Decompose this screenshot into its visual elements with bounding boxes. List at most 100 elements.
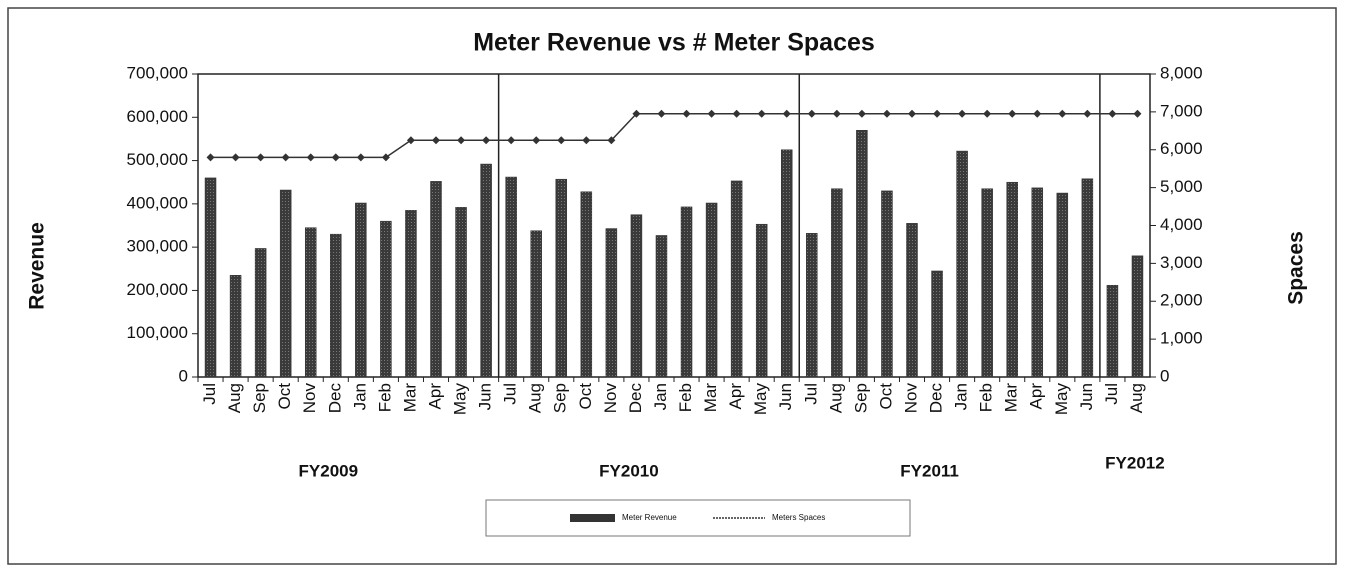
legend-label: Meter Revenue xyxy=(622,513,677,522)
bar xyxy=(304,227,317,378)
line-marker xyxy=(256,153,265,162)
y2-tick-label: 3,000 xyxy=(1160,253,1203,272)
x-tick-label: Mar xyxy=(400,383,419,413)
line-marker xyxy=(331,153,340,162)
bar xyxy=(655,235,668,378)
x-tick-label: Jan xyxy=(952,383,971,410)
bar xyxy=(380,220,392,378)
line-marker xyxy=(381,153,390,162)
bar xyxy=(630,214,643,378)
bar xyxy=(254,248,267,378)
bar xyxy=(856,130,868,378)
legend-label: Meters Spaces xyxy=(772,513,825,522)
y2-tick-label: 4,000 xyxy=(1160,215,1203,234)
y-tick-label: 600,000 xyxy=(127,107,188,126)
x-tick-label: Aug xyxy=(225,383,244,413)
x-tick-label: Aug xyxy=(826,383,845,413)
bar xyxy=(555,178,568,378)
x-tick-label: Nov xyxy=(300,383,319,414)
x-tick-label: Jul xyxy=(801,383,820,405)
group-label: FY2012 xyxy=(1105,453,1165,472)
bar xyxy=(705,202,718,378)
legend-box xyxy=(485,499,911,537)
x-tick-label: Nov xyxy=(901,383,920,414)
line-marker xyxy=(707,109,716,118)
line-marker xyxy=(432,136,440,145)
x-tick-label: May xyxy=(1052,383,1071,416)
x-tick-label: Jul xyxy=(501,383,520,405)
y-tick-label: 200,000 xyxy=(127,280,188,299)
line-marker xyxy=(882,109,891,118)
line-marker xyxy=(807,109,816,118)
line-marker xyxy=(1133,109,1142,118)
bar xyxy=(605,228,618,378)
line-marker xyxy=(782,109,791,118)
y-tick-label: 400,000 xyxy=(127,193,188,212)
x-tick-label: Dec xyxy=(325,383,344,414)
line-marker xyxy=(682,109,691,118)
bar xyxy=(1081,178,1094,378)
line-marker xyxy=(231,153,240,162)
bar xyxy=(229,275,242,378)
y2-tick-label: 7,000 xyxy=(1160,101,1203,120)
x-tick-label: Feb xyxy=(977,383,996,412)
line-marker xyxy=(1108,109,1117,118)
line-marker xyxy=(356,153,365,162)
bar xyxy=(956,150,968,378)
bar xyxy=(906,223,918,378)
x-tick-label: Mar xyxy=(701,383,720,413)
line-marker xyxy=(1058,109,1067,118)
x-tick-label: Feb xyxy=(676,383,695,412)
x-tick-label: Jan xyxy=(350,383,369,410)
line xyxy=(210,113,1138,159)
x-tick-label: Oct xyxy=(576,383,595,410)
line-marker xyxy=(557,136,566,145)
y-tick-label: 300,000 xyxy=(127,237,188,256)
bar xyxy=(405,210,417,378)
bar xyxy=(1106,284,1119,378)
bar xyxy=(1056,192,1069,378)
x-tick-label: Nov xyxy=(601,383,620,414)
x-tick-label: Apr xyxy=(425,383,444,410)
line-marker xyxy=(933,109,942,118)
y-axis-title: Revenue xyxy=(26,222,49,310)
bar xyxy=(480,163,492,378)
line-marker xyxy=(958,109,967,118)
frame xyxy=(7,7,1337,565)
x-tick-label: Jun xyxy=(1077,383,1096,410)
group-label: FY2011 xyxy=(900,461,959,480)
y2-tick-label: 1,000 xyxy=(1160,329,1203,348)
line-marker xyxy=(657,109,666,118)
bar xyxy=(806,233,818,378)
x-tick-label: Apr xyxy=(1027,383,1046,410)
bar xyxy=(580,191,593,378)
bar xyxy=(780,149,793,378)
y-tick-label: 700,000 xyxy=(127,63,188,82)
bar xyxy=(730,180,743,378)
line-marker xyxy=(507,136,516,145)
bar xyxy=(430,181,442,378)
y-tick-label: 0 xyxy=(179,366,188,385)
line-marker xyxy=(1008,109,1017,118)
y-tick-label: 100,000 xyxy=(127,323,188,342)
line-marker xyxy=(908,109,916,118)
bar xyxy=(455,207,467,378)
bar xyxy=(931,270,943,378)
legend-swatch xyxy=(570,514,615,522)
x-tick-label: Oct xyxy=(876,383,895,410)
bar xyxy=(831,188,843,378)
x-tick-label: Aug xyxy=(1127,383,1146,413)
x-tick-label: Mar xyxy=(1002,383,1021,413)
line-marker xyxy=(457,136,466,145)
bar xyxy=(1006,181,1018,378)
line-marker xyxy=(306,153,315,162)
y-tick-label: 500,000 xyxy=(127,150,188,169)
x-tick-label: Dec xyxy=(626,383,645,414)
x-tick-label: May xyxy=(751,383,770,416)
line-marker xyxy=(857,109,866,118)
bar xyxy=(1131,255,1144,378)
x-tick-label: May xyxy=(451,383,470,416)
bar xyxy=(530,230,542,378)
bar xyxy=(330,233,342,378)
x-tick-label: Oct xyxy=(275,383,294,410)
